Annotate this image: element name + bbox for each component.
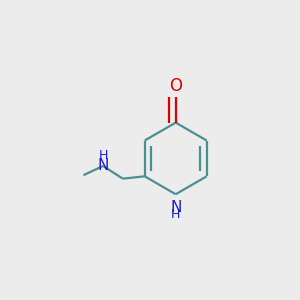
Text: O: O: [169, 77, 182, 95]
Text: N: N: [170, 200, 182, 215]
Text: H: H: [98, 149, 108, 162]
Text: N: N: [98, 158, 109, 173]
Text: H: H: [171, 208, 180, 220]
